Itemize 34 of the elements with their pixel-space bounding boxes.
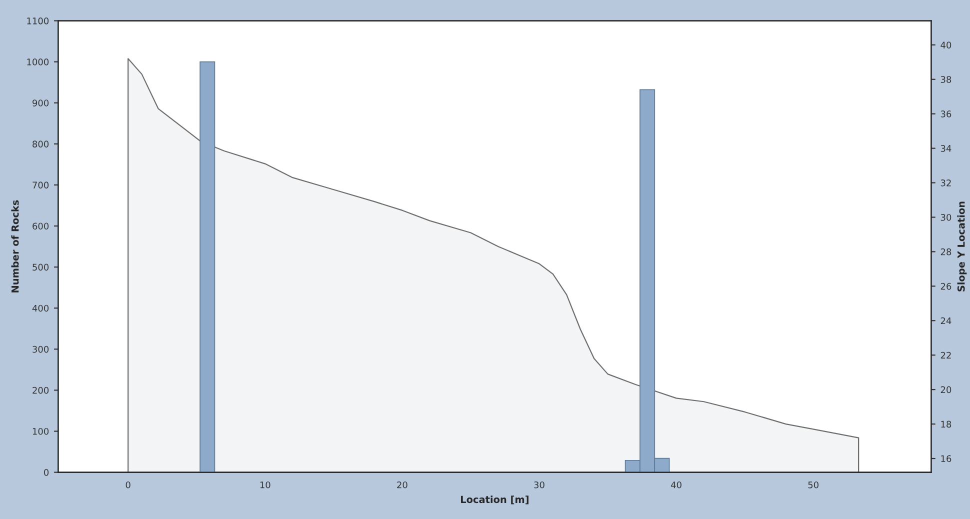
x-axis-title: Location [m] <box>461 496 528 504</box>
y-tick-label: 300 <box>32 346 49 353</box>
x-tick-label: 10 <box>260 481 270 488</box>
y-axis-title: Number of Rocks <box>11 200 19 292</box>
y-tick-label: 500 <box>32 264 49 271</box>
x-tick-label: 40 <box>670 481 682 488</box>
y2-tick-label: 24 <box>940 317 952 324</box>
y2-tick-label: 20 <box>940 386 952 394</box>
y-tick-label: 900 <box>32 100 49 106</box>
y2-tick-label: 22 <box>940 352 951 359</box>
y-tick-label: 700 <box>32 182 49 189</box>
y2-tick-label: 16 <box>941 455 952 462</box>
y2-tick-label: 28 <box>940 248 952 256</box>
y-tick-label: 1000 <box>27 58 49 66</box>
y2-tick-label: 30 <box>940 214 952 221</box>
y-tick-label: 800 <box>32 140 49 148</box>
y2-tick-label: 18 <box>941 420 952 428</box>
y-tick-label: 0 <box>44 469 49 476</box>
y2-tick-label: 40 <box>940 42 952 48</box>
y2-tick-label: 34 <box>940 145 952 152</box>
y2-axis-title: Slope Y Location <box>957 202 967 292</box>
y-tick-label: 1100 <box>27 17 49 24</box>
y2-tick-label: 32 <box>940 179 951 186</box>
x-tick-label: 0 <box>126 481 130 488</box>
y-tick-label: 600 <box>32 222 49 230</box>
x-tick-label: 30 <box>534 481 544 488</box>
y2-tick-label: 38 <box>940 76 952 83</box>
y-tick-label: 400 <box>32 304 49 312</box>
x-tick-label: 20 <box>397 481 408 488</box>
y2-tick-label: 36 <box>940 110 952 118</box>
y2-tick-label: 26 <box>940 282 952 290</box>
y-tick-label: 200 <box>32 386 49 394</box>
y-tick-label: 100 <box>32 428 49 435</box>
x-tick-label: 50 <box>808 481 818 488</box>
